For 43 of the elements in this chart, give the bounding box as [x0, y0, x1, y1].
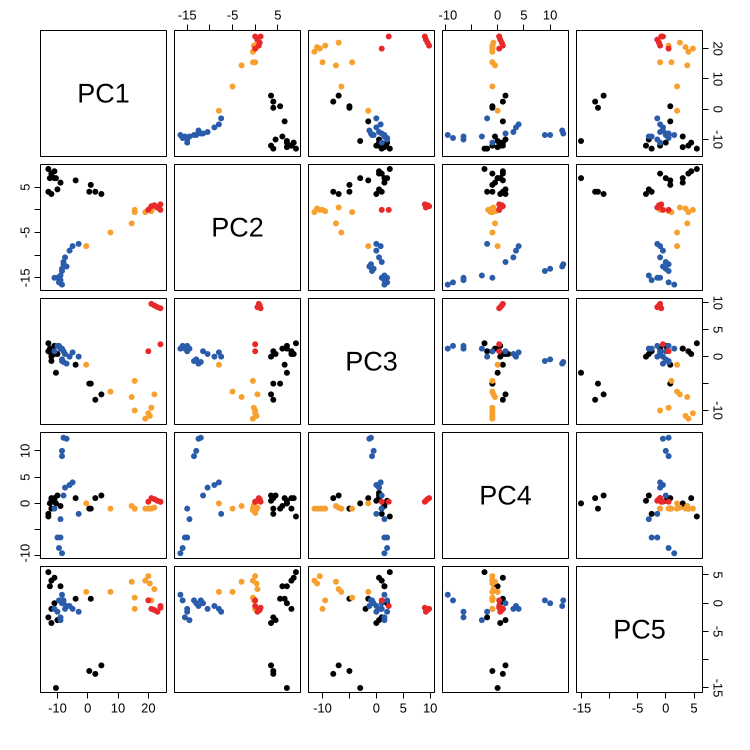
y-tick-label: 5: [710, 326, 726, 334]
y-tick-label: 5: [18, 474, 32, 481]
x-tick-label: 10: [542, 8, 558, 22]
x-tick-label: 5: [690, 700, 698, 716]
x-tick-label: -15: [178, 8, 197, 22]
y-tick-label: -5: [710, 626, 726, 638]
y-tick-label: 20: [710, 41, 726, 56]
x-tick-label: 5: [400, 700, 407, 716]
x-tick-label: 5: [274, 8, 282, 22]
x-tick-label: 0: [662, 700, 670, 716]
y-tick-label: 10: [710, 296, 726, 310]
text: PC5: [613, 614, 666, 644]
y-tick-label: -15: [710, 678, 726, 698]
y-tick-label: -5: [18, 226, 32, 238]
x-tick-label: 20: [141, 700, 156, 716]
text: PC1: [77, 78, 130, 108]
text: PC2: [211, 212, 264, 242]
y-tick-label: -10: [710, 130, 726, 149]
x-tick-label: -10: [313, 700, 332, 716]
text: PC4: [479, 480, 532, 510]
y-tick-label: -10: [710, 401, 726, 420]
y-tick-label: 0: [710, 106, 726, 113]
x-tick-label: -15: [572, 700, 592, 716]
y-tick-label: 10: [18, 444, 32, 458]
x-tick-label: 10: [110, 700, 126, 716]
y-tick-label: 0: [710, 353, 726, 360]
y-tick-label: 5: [710, 571, 726, 579]
x-tick-label: -10: [48, 700, 67, 716]
x-tick-label: 0: [494, 8, 502, 22]
x-tick-label: 5: [520, 8, 528, 22]
y-tick-label: 10: [710, 72, 726, 86]
x-tick-label: 0: [84, 700, 92, 716]
y-tick-label: -10: [18, 544, 32, 562]
x-tick-label: -5: [632, 700, 644, 716]
x-tick-label: 10: [422, 700, 438, 716]
y-tick-label: -15: [18, 268, 32, 288]
y-tick-label: 0: [18, 500, 32, 507]
y-tick-label: 0: [710, 600, 726, 607]
x-tick-label: -5: [226, 8, 238, 22]
x-tick-label: -10: [438, 8, 458, 22]
x-tick-label: 0: [372, 700, 380, 716]
y-tick-label: 5: [18, 184, 32, 191]
text: PC3: [345, 346, 398, 376]
